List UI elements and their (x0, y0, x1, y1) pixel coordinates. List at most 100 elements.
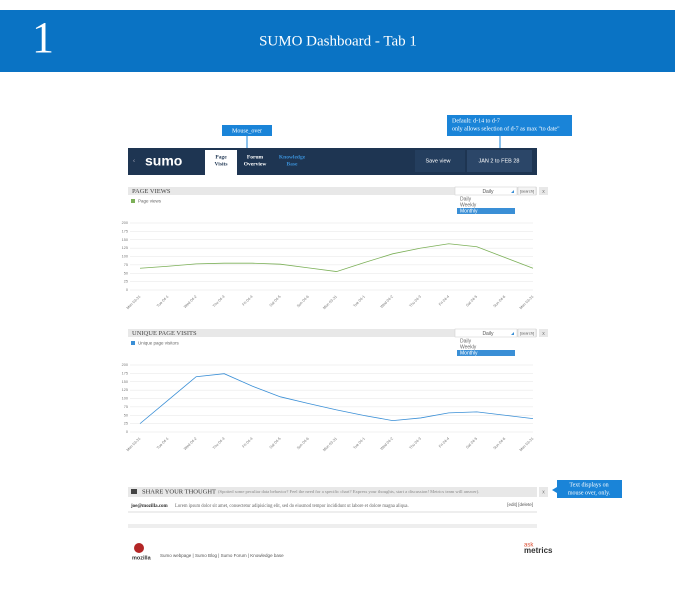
logo[interactable]: sumo (145, 153, 182, 169)
legend-swatch (131, 199, 135, 203)
x-tick-label: Thu 04-3 (212, 437, 226, 451)
legend-label: Unique page visitors (138, 340, 180, 345)
x-tick-label: Wed 04-2 (183, 295, 197, 309)
x-tick-label: Sat 04-5 (465, 295, 478, 308)
y-tick-label: 125 (122, 388, 128, 392)
share-prompt: (Spotted some peculiar data behavior? Fe… (218, 489, 479, 495)
dropdown-selected[interactable]: Daily (482, 189, 494, 195)
nav-tab[interactable]: Base (287, 161, 299, 167)
y-tick-label: 100 (122, 255, 128, 259)
save-view[interactable]: Save view (425, 158, 450, 164)
y-tick-label: 175 (122, 371, 128, 375)
dropdown-option[interactable]: Daily (460, 339, 472, 345)
y-tick-label: 100 (122, 397, 128, 401)
x-tick-label: Thu 04-3 (212, 295, 226, 309)
comment-text: Lorem ipsum dolor sit amet, consectetur … (175, 504, 409, 509)
x-tick-label: Mon 03-31 (322, 295, 338, 311)
y-tick-label: 200 (122, 363, 128, 367)
callout (222, 125, 272, 136)
x-tick-label: Sun 04-6 (493, 295, 507, 309)
dropdown-option[interactable]: Monthly (460, 351, 478, 357)
y-tick-label: 50 (124, 413, 128, 417)
dropdown-option[interactable]: Monthly (460, 209, 478, 215)
x-tick-label: Fri 04-4 (438, 437, 450, 449)
x-tick-label: Wed 04-2 (380, 437, 394, 451)
x-tick-label: Wed 04-2 (380, 295, 394, 309)
y-tick-label: 200 (122, 221, 128, 225)
save-view-button[interactable] (415, 150, 465, 172)
y-tick-label: 50 (124, 271, 128, 275)
x-tick-label: Mon 03-31 (519, 295, 535, 311)
dropdown-option[interactable]: Weekly (460, 203, 477, 209)
y-tick-label: 25 (124, 422, 128, 426)
x-tick-label: Tue 04-1 (156, 437, 169, 450)
date-range[interactable]: JAN 2 to FEB 28 (479, 158, 520, 164)
x-tick-label: Tue 04-1 (353, 295, 366, 308)
close-button[interactable] (539, 187, 548, 195)
header-bar (0, 10, 675, 72)
dropdown[interactable] (454, 186, 518, 196)
option-highlight (457, 350, 515, 356)
nav-tab[interactable]: Page (215, 154, 227, 160)
chart-title: UNIQUE PAGE VISITS (132, 330, 197, 337)
section-header (128, 187, 537, 195)
dropdown-arrow (511, 190, 514, 193)
x-tick-label: Sun 04-6 (493, 437, 507, 451)
y-tick-label: 175 (122, 229, 128, 233)
callout (447, 115, 572, 136)
share-header (128, 487, 537, 497)
nav-tab[interactable]: Forum (247, 154, 264, 160)
footer-links[interactable]: Sumo webpage | Sumo Blog | Sumo Forum | … (160, 553, 284, 558)
chart: PAGE VIEWS Daily [search] xDailyWeeklyMonth… (122, 186, 548, 311)
close[interactable]: x (542, 489, 545, 495)
close-button[interactable] (539, 487, 548, 497)
header-title: SUMO Dashboard - Tab 1 (259, 33, 417, 49)
x-tick-label: Mon 03-31 (126, 437, 142, 453)
x-tick-label: Thu 04-3 (409, 295, 423, 309)
search-button[interactable] (517, 328, 537, 338)
share-title: SHARE YOUR THOUGHT (142, 488, 216, 495)
search[interactable]: [search] (520, 331, 534, 336)
nav-arrow[interactable]: ‹ (133, 159, 135, 165)
dropdown-option[interactable]: Weekly (460, 345, 477, 351)
y-tick-label: 75 (124, 405, 128, 409)
close-button[interactable] (539, 329, 548, 337)
date-range-box[interactable] (467, 150, 532, 172)
x-tick-label: Mon 03-31 (126, 295, 142, 311)
divider (128, 524, 537, 528)
legend-swatch (131, 341, 135, 345)
charts: PAGE VIEWS Daily [search] xDailyWeeklyMonth… (122, 186, 548, 453)
x-tick-label: Tue 04-1 (156, 295, 169, 308)
y-tick-label: 150 (122, 380, 128, 384)
x-tick-label: Mon 03-31 (519, 437, 535, 453)
y-tick-label: 150 (122, 238, 128, 242)
comment-actions[interactable]: [edit] [delete] (507, 502, 533, 507)
close[interactable]: x (542, 189, 545, 195)
header-number: 1 (32, 13, 54, 62)
metrics: metrics (524, 546, 553, 555)
dropdown-selected[interactable]: Daily (482, 331, 494, 337)
x-tick-label: Thu 04-3 (409, 437, 423, 451)
callout-text: Text displays on (569, 482, 608, 488)
x-tick-label: Fri 04-4 (242, 437, 254, 449)
dropdown[interactable] (454, 328, 518, 338)
callout-text: Default: d-14 to d-7 (452, 117, 500, 124)
y-tick-label: 75 (124, 263, 128, 267)
option-highlight (457, 208, 515, 214)
search-button[interactable] (517, 186, 537, 196)
close[interactable]: x (542, 331, 545, 337)
data-line (139, 373, 534, 424)
x-tick-label: Sat 04-5 (269, 295, 282, 308)
nav-tab[interactable]: Overview (244, 161, 267, 167)
x-tick-label: Mon 03-31 (322, 437, 338, 453)
x-tick-label: Sat 04-5 (269, 437, 282, 450)
nav-tab[interactable]: Knowledge (279, 154, 306, 160)
dropdown-option[interactable]: Daily (460, 197, 472, 203)
y-tick-label: 0 (126, 288, 128, 292)
active-tab[interactable] (205, 150, 237, 175)
search[interactable]: [search] (520, 189, 534, 194)
callout-text: Mouse_over (232, 128, 262, 134)
nav-tab[interactable]: Visits (215, 161, 228, 167)
